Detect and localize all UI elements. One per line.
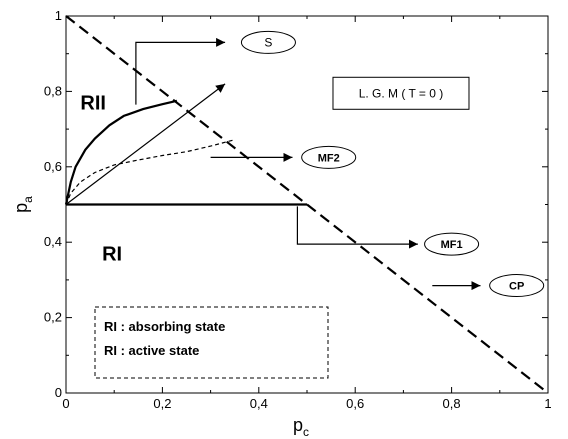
y-tick-label: 0 xyxy=(55,385,62,400)
region-label: RI xyxy=(102,244,122,266)
region-label: RII xyxy=(80,93,106,115)
annotation-ellipse-mf2 xyxy=(301,145,357,169)
legend-entry: RI : active state xyxy=(104,343,199,358)
x-tick-label: 1 xyxy=(544,396,551,411)
annotation-label-mf2: MF2 xyxy=(318,152,340,164)
annotation-ellipse-cp xyxy=(489,274,545,298)
series-line-mf2 xyxy=(65,139,235,205)
annotation-label-mf1: MF1 xyxy=(441,239,463,251)
x-axis-label-subscript: c xyxy=(303,425,309,439)
annotation-label-s: S xyxy=(264,35,272,49)
legend-entry: RI : absorbing state xyxy=(104,319,225,334)
y-axis-label: pa xyxy=(11,196,35,213)
x-tick-label: 0,8 xyxy=(443,396,461,411)
y-tick-label: 0,4 xyxy=(44,234,62,249)
x-tick-label: 0,6 xyxy=(346,396,364,411)
x-tick-label: 0,2 xyxy=(153,396,171,411)
series-line-lgm xyxy=(65,83,226,205)
annotation-label-cp: CP xyxy=(509,281,524,293)
y-tick-label: 0,8 xyxy=(44,83,62,98)
annotation-ellipse-mf1 xyxy=(424,232,480,256)
annotation-ellipse-s xyxy=(240,30,296,54)
y-axis-label-subscript: a xyxy=(21,196,35,203)
x-tick-label: 0 xyxy=(62,396,69,411)
annotation-box-lgm xyxy=(332,76,470,110)
annotation-arrow-s xyxy=(135,37,226,105)
annotation-arrow-mf1 xyxy=(296,206,418,249)
y-tick-label: 0,6 xyxy=(44,159,62,174)
series-line-s xyxy=(64,99,178,205)
x-tick-label: 0,4 xyxy=(250,396,268,411)
y-tick-label: 0,2 xyxy=(44,310,62,325)
legend-box xyxy=(94,306,329,379)
annotation-label-lgm: L. G. M ( T = 0 ) xyxy=(359,86,444,100)
y-tick-label: 1 xyxy=(55,8,62,23)
x-axis-label: pc xyxy=(293,415,309,439)
